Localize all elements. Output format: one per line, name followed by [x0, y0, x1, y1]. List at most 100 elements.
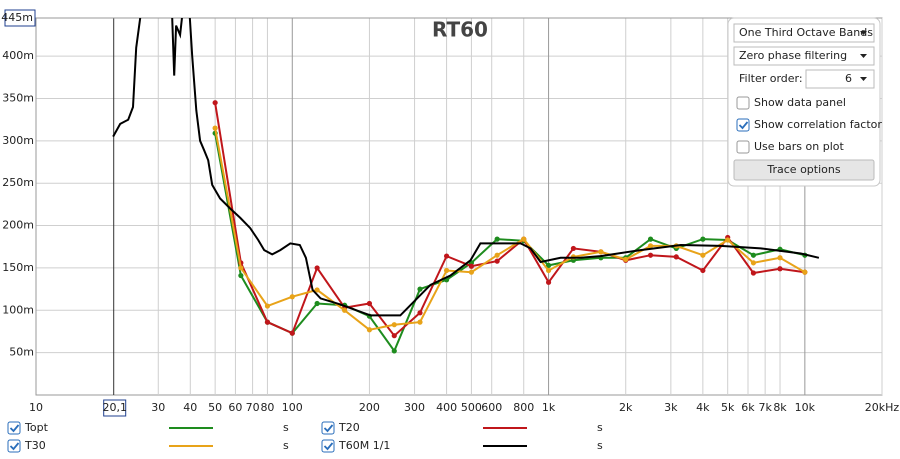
- x-tick-label: 10: [29, 401, 43, 414]
- y-tick-label: 100m: [2, 303, 34, 316]
- trace-point: [212, 100, 218, 106]
- trace-point: [545, 267, 552, 274]
- x-tick-label: 200: [359, 401, 380, 414]
- filter-order-select[interactable]: [805, 69, 875, 89]
- trace-point: [521, 236, 527, 242]
- checkmark: [323, 424, 334, 433]
- trace-point: [417, 310, 423, 316]
- filtering-label: Zero phase filtering: [739, 49, 847, 62]
- trace-point: [264, 319, 271, 325]
- x-tick-label: 7k: [758, 401, 772, 414]
- trace-point: [647, 252, 654, 258]
- filter-order-value: 6: [845, 72, 852, 85]
- trace-point: [366, 300, 373, 307]
- trace-line: [214, 102, 806, 338]
- dropdown-arrow: [860, 54, 867, 58]
- control-panel: One Third Octave Bands Zero phase filter…: [727, 17, 882, 187]
- legend-unit: s: [283, 439, 289, 452]
- trace-line: [214, 133, 806, 353]
- bands-label: One Third Octave Bands: [739, 26, 873, 39]
- trace-point: [391, 333, 397, 339]
- checkbox-label: Show data panel: [754, 96, 846, 109]
- trace-point: [417, 286, 423, 292]
- legend-label: T60M 1/1: [338, 439, 390, 452]
- checkbox[interactable]: [736, 118, 750, 132]
- legend-label: Topt: [24, 421, 49, 434]
- trace-point: [673, 254, 679, 260]
- x-tick-label: 400: [436, 401, 457, 414]
- trace-point: [700, 252, 706, 258]
- legend-unit: s: [283, 421, 289, 434]
- checkbox[interactable]: [736, 140, 750, 154]
- dropdown-arrow: [860, 77, 867, 81]
- legend-unit: s: [597, 439, 603, 452]
- trace-point: [598, 249, 604, 255]
- trace-point: [238, 265, 244, 271]
- trace-point: [289, 294, 295, 300]
- y-tick-label: 50m: [9, 346, 34, 359]
- y-tick-label: 350m: [2, 91, 34, 104]
- trace-point: [700, 267, 706, 274]
- legend-label: T20: [338, 421, 360, 434]
- y-tick-label: 400m: [2, 49, 34, 62]
- trace-point: [494, 258, 500, 264]
- x-tick-label: 800: [513, 401, 534, 414]
- trace-point: [468, 263, 475, 269]
- x-tick-label: 70: [246, 401, 260, 414]
- trace-point: [391, 322, 397, 328]
- y-marker-label: 445m: [1, 11, 33, 24]
- trace-point: [314, 300, 320, 307]
- trace-options-button[interactable]: [733, 159, 875, 181]
- trace-point: [777, 255, 783, 261]
- trace-point: [750, 260, 757, 266]
- trace-point: [545, 279, 552, 285]
- trace-point: [212, 125, 218, 131]
- trace-point: [725, 237, 731, 243]
- checkbox-label: Use bars on plot: [754, 140, 844, 153]
- trace-point: [417, 319, 423, 325]
- checkbox[interactable]: [736, 96, 750, 110]
- x-tick-label: 60: [228, 401, 242, 414]
- x-tick-label: 1k: [542, 401, 556, 414]
- filtering-select[interactable]: [733, 46, 875, 66]
- trace-options-label: Trace options: [766, 163, 840, 176]
- trace-point: [443, 253, 450, 259]
- x-tick-label: 10k: [795, 401, 816, 414]
- trace-point: [647, 236, 654, 242]
- y-tick-label: 250m: [2, 176, 34, 189]
- checkbox-label: Show correlation factor: [754, 118, 882, 131]
- checkmark: [9, 442, 20, 451]
- checkmark: [323, 442, 334, 451]
- checkmark: [738, 121, 749, 130]
- x-tick-label: 600: [481, 401, 502, 414]
- trace-point: [802, 269, 808, 275]
- trace-point: [647, 243, 654, 249]
- checkmark: [9, 424, 20, 433]
- trace-point: [494, 236, 500, 242]
- trace-point: [314, 287, 320, 293]
- bands-select[interactable]: [733, 23, 875, 43]
- x-tick-label: 300: [404, 401, 425, 414]
- legend-checkbox[interactable]: [321, 439, 335, 453]
- trace-point: [750, 270, 757, 276]
- trace-point: [545, 262, 552, 268]
- trace-point: [314, 265, 320, 271]
- legend-checkbox[interactable]: [7, 439, 21, 453]
- traces: [112, 18, 820, 354]
- x-marker-box: [103, 399, 127, 417]
- legend-checkbox[interactable]: [321, 421, 335, 435]
- x-tick-label: 3k: [664, 401, 678, 414]
- x-tick-label: 5k: [721, 401, 735, 414]
- trace-line: [112, 18, 820, 317]
- trace-point: [341, 307, 348, 313]
- legend-checkbox[interactable]: [7, 421, 21, 435]
- y-tick-label: 200m: [2, 219, 34, 232]
- checkbox-list: Show data panel Show correlation factor Us…: [736, 96, 882, 154]
- trace-point: [468, 269, 475, 275]
- filter-order-label: Filter order:: [739, 72, 803, 85]
- x-tick-label: 8k: [773, 401, 787, 414]
- trace-point: [264, 303, 271, 309]
- trace-point: [623, 256, 629, 263]
- x-tick-label: 40: [183, 401, 197, 414]
